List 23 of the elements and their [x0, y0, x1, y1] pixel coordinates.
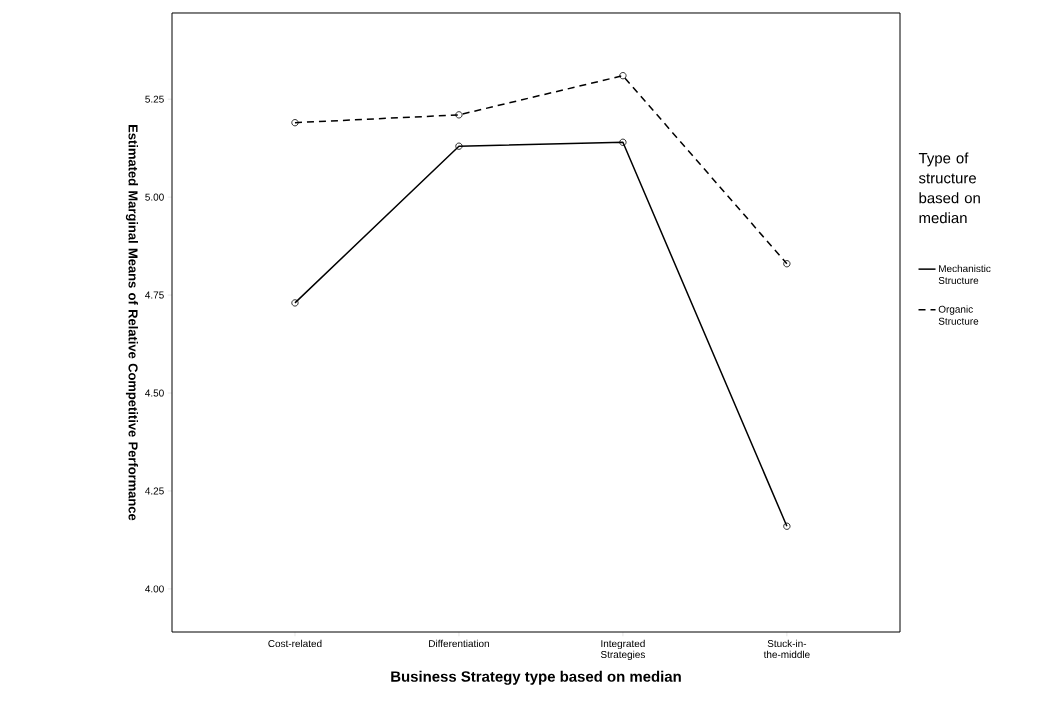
point [291, 119, 299, 127]
y-tick-label: 5.00 [145, 193, 164, 201]
x-axis-title: Business Strategy type based on median [391, 670, 681, 685]
y-tick-label: 4.75 [145, 291, 164, 299]
point [291, 299, 299, 307]
x-tick-label: Integrated Strategies [600, 639, 645, 661]
point [783, 522, 791, 530]
point [455, 142, 463, 150]
y-tick-label: 4.50 [145, 389, 164, 397]
legend-title: Type of structure based on median [918, 152, 980, 224]
y-tick-label: 4.00 [145, 585, 164, 593]
point [455, 111, 463, 119]
y-axis-title: Estimated Marginal Means of Relative Competitive Performance [125, 125, 138, 521]
x-tick-label: Stuck-in-the-middle [763, 639, 810, 659]
point [619, 138, 627, 146]
y-tick-label: 5.25 [145, 95, 164, 103]
point [619, 72, 627, 80]
y-tick-label: 4.25 [145, 487, 164, 495]
legend-label: Organic Structure [938, 305, 979, 325]
point [783, 260, 791, 268]
x-tick-label: Cost-related [268, 639, 322, 648]
legend-label: Mechanistic Structure [938, 264, 991, 285]
x-tick-label: Differentiation [429, 639, 489, 648]
